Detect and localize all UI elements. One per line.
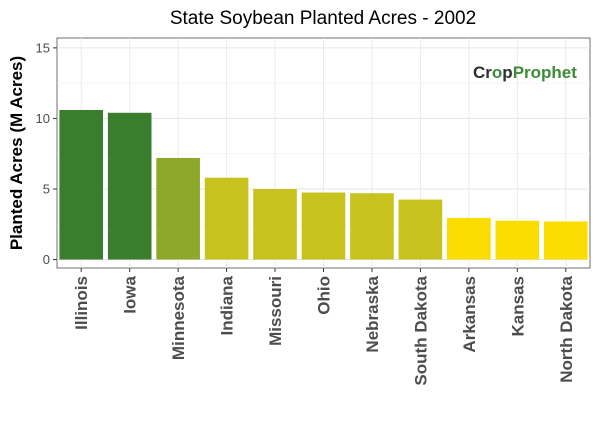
y-tick-label: 0 (43, 252, 50, 267)
watermark-text-prophet: Prophet (513, 63, 578, 82)
bar-north-dakota (543, 221, 588, 260)
x-tick-label: South Dakota (411, 275, 430, 385)
x-tick-label: Indiana (218, 275, 237, 335)
watermark-leaf-o: o (492, 63, 502, 82)
bar-minnesota (156, 157, 200, 260)
bar-missouri (253, 188, 297, 260)
x-tick-label: North Dakota (557, 275, 576, 382)
bar-nebraska (350, 193, 394, 260)
y-axis-ticks: 0 5 10 15 (36, 40, 57, 267)
chart-title: State Soybean Planted Acres - 2002 (170, 8, 476, 29)
x-tick-label: Arkansas (460, 276, 479, 353)
x-tick-label: Illinois (72, 276, 91, 330)
x-axis-ticks: Illinois Iowa Minnesota Indiana Missouri Ohio… (72, 268, 576, 386)
bar-ohio (301, 192, 346, 260)
x-tick-label: Kansas (508, 276, 527, 336)
bar-south-dakota (398, 199, 443, 260)
watermark-text-p: p (502, 63, 512, 82)
bar-arkansas (447, 217, 491, 260)
x-tick-label: Iowa (121, 275, 140, 313)
bar-indiana (204, 177, 249, 260)
x-tick-label: Nebraska (363, 275, 382, 352)
bar-kansas (495, 220, 540, 260)
y-tick-label: 5 (43, 181, 50, 196)
bar-illinois (59, 109, 104, 260)
y-axis-title: Planted Acres (M Acres) (7, 56, 26, 250)
x-tick-label: Minnesota (169, 275, 188, 360)
bar-iowa (107, 112, 152, 260)
watermark-logo: CropProphet (473, 63, 577, 82)
x-tick-label: Ohio (315, 276, 334, 315)
x-tick-label: Missouri (266, 276, 285, 346)
y-tick-label: 10 (36, 111, 50, 126)
watermark-text-cr: Cr (473, 63, 492, 82)
y-tick-label: 15 (36, 40, 50, 55)
svg-text:CropProphet: CropProphet (473, 63, 577, 82)
bars (59, 109, 588, 260)
